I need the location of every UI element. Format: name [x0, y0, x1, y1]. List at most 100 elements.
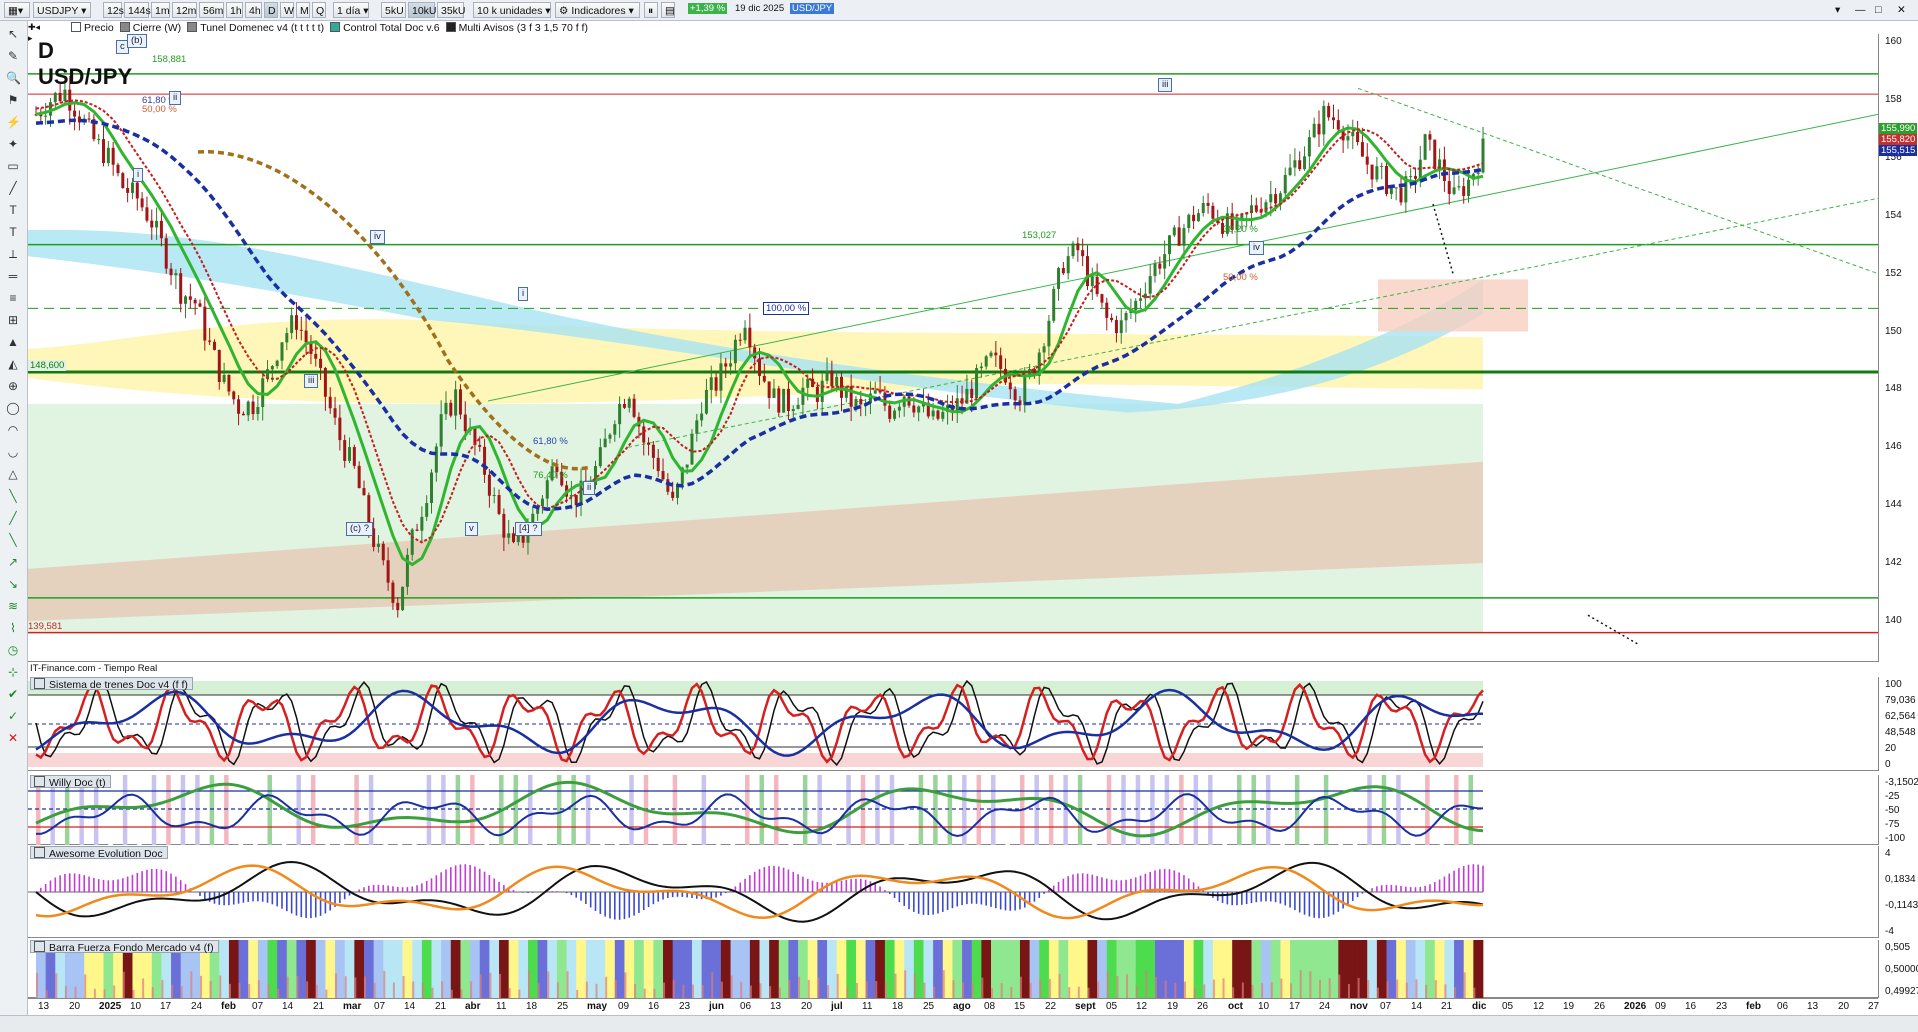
- strength-pane[interactable]: [28, 940, 1878, 998]
- check-icon[interactable]: ✔: [7, 687, 19, 701]
- text-alt-icon[interactable]: T: [9, 225, 17, 239]
- arrow-up-icon[interactable]: ↗: [7, 555, 19, 569]
- chart-check-label: Multi Avisos (3 f 3 1,5 70 f f): [458, 22, 588, 34]
- price-axis[interactable]: 160 158 156 154 152 150 148 146 144 142 140 155,990…: [1878, 34, 1918, 662]
- pause-icon[interactable]: ⏸: [644, 2, 658, 18]
- hline-icon[interactable]: ═: [8, 269, 18, 283]
- candle-body: [1090, 276, 1094, 287]
- flag-icon[interactable]: ⚑: [7, 93, 19, 107]
- zoom-icon[interactable]: 🔍: [6, 71, 21, 85]
- ray-icon[interactable]: ╱: [9, 511, 17, 525]
- strength-bar: [749, 940, 760, 998]
- price-chart-canvas[interactable]: [28, 34, 1879, 662]
- checkbox-icon[interactable]: [71, 22, 81, 32]
- trendline-icon[interactable]: ╲: [9, 489, 17, 503]
- pane-close-icon[interactable]: [34, 678, 45, 689]
- menu-icon[interactable]: ▾: [1835, 4, 1841, 16]
- clock-icon[interactable]: ◷: [7, 643, 19, 657]
- strength-bar: [1058, 940, 1069, 998]
- timeframe-button-Q[interactable]: Q: [312, 2, 326, 18]
- units-select[interactable]: 10 k unidades ▾: [473, 2, 551, 18]
- timeframe-button-W[interactable]: W: [280, 2, 294, 18]
- timeframe-button-M[interactable]: M: [296, 2, 310, 18]
- text-icon[interactable]: T: [9, 203, 17, 217]
- candle-body: [955, 398, 959, 413]
- lot-button-35kU[interactable]: 35kU: [437, 2, 466, 18]
- trains-pane[interactable]: [28, 677, 1878, 771]
- timeframe-button-56m[interactable]: 56m: [199, 2, 224, 18]
- check2-icon[interactable]: ✓: [7, 709, 19, 723]
- pane-title-strength[interactable]: Barra Fuerza Fondo Mercado v4 (f): [30, 940, 219, 954]
- candle-body: [512, 533, 516, 543]
- triangle2-icon[interactable]: △: [8, 467, 18, 481]
- oversold-zone: [28, 753, 1483, 767]
- symbol-select[interactable]: USDJPY ▾: [33, 2, 91, 18]
- timeframe-button-144s[interactable]: 144s: [124, 2, 151, 18]
- willy-bar: [585, 775, 591, 845]
- triangle-icon[interactable]: ▲: [7, 335, 19, 349]
- cross-icon[interactable]: ⊕: [7, 379, 19, 393]
- candle-body: [357, 465, 361, 489]
- strength-histogram: [855, 982, 858, 998]
- target-icon[interactable]: ⊹: [7, 665, 19, 679]
- timeframe-button-12m[interactable]: 12m: [172, 2, 197, 18]
- pane-title-trains[interactable]: Sistema de trenes Doc v4 (f f): [30, 677, 193, 691]
- fork-icon[interactable]: ⟂: [8, 247, 17, 261]
- pane-close-icon[interactable]: [34, 776, 45, 787]
- timeframe-button-1m[interactable]: 1m: [151, 2, 170, 18]
- pencil-icon[interactable]: ✎: [7, 49, 19, 63]
- circle-icon[interactable]: ◯: [6, 401, 20, 415]
- grid-icon[interactable]: ▦▾: [4, 2, 30, 18]
- channel-icon[interactable]: ≡: [9, 291, 17, 305]
- willy-pane[interactable]: [28, 775, 1878, 845]
- minimize-icon[interactable]: —: [1855, 4, 1866, 16]
- lot-button-5kU[interactable]: 5kU: [381, 2, 406, 18]
- indicators-button[interactable]: ⚙ Indicadores ▾: [555, 2, 640, 18]
- chart-controls-icon[interactable]: ✚◂ ▸: [28, 22, 41, 43]
- pane-close-icon[interactable]: [34, 847, 45, 858]
- pane-title-willy[interactable]: Willy Doc (t): [30, 775, 111, 789]
- candle-body: [1457, 186, 1461, 188]
- line-icon[interactable]: ╱: [9, 181, 17, 195]
- pane-title-awesome[interactable]: Awesome Evolution Doc: [30, 846, 168, 860]
- alert-icon[interactable]: ⚡: [6, 115, 21, 129]
- rect-icon[interactable]: ▭: [7, 159, 19, 173]
- chart-check-3[interactable]: Control Total Doc v.6: [330, 22, 440, 34]
- fib-icon[interactable]: ⌇: [10, 621, 16, 635]
- awesome-pane[interactable]: [28, 846, 1878, 938]
- strength-bar: [1116, 940, 1127, 998]
- chart-check-1[interactable]: Cierre (W): [119, 22, 181, 34]
- doc-icon[interactable]: ▤: [661, 2, 675, 18]
- close-icon[interactable]: ✕: [1897, 4, 1906, 16]
- wave-icon[interactable]: ≋: [7, 599, 19, 613]
- arrow-down-icon[interactable]: ↘: [7, 577, 19, 591]
- chart-check-2[interactable]: Tunel Domenec v4 (t t t t t): [187, 22, 324, 34]
- lot-button-10kU[interactable]: 10kU: [408, 2, 437, 18]
- delete-icon[interactable]: ✕: [7, 731, 19, 745]
- chart-check-4[interactable]: Multi Avisos (3 f 3 1,5 70 f f): [445, 22, 588, 34]
- willy-bar: [108, 775, 113, 845]
- period-select[interactable]: 1 día ▾: [333, 2, 369, 18]
- timeframe-button-D[interactable]: D: [264, 2, 278, 18]
- checkbox-icon[interactable]: [187, 22, 198, 32]
- cursor-icon[interactable]: ↖: [7, 27, 19, 41]
- chart-check-0[interactable]: Precio: [71, 22, 114, 34]
- arc2-icon[interactable]: ◡: [7, 445, 19, 459]
- ray2-icon[interactable]: ╲: [9, 533, 17, 547]
- timeframe-button-1h[interactable]: 1h: [226, 2, 243, 18]
- wedge-icon[interactable]: ◭: [8, 357, 18, 371]
- candle-body: [931, 410, 935, 417]
- star-icon[interactable]: ✦: [7, 137, 19, 151]
- maximize-icon[interactable]: □: [1875, 4, 1882, 16]
- checkbox-icon[interactable]: [119, 22, 130, 32]
- grid-tool-icon[interactable]: ⊞: [7, 313, 19, 327]
- arc-icon[interactable]: ◠: [7, 423, 19, 437]
- pane-close-icon[interactable]: [34, 941, 45, 952]
- willy-bar: [1309, 775, 1314, 845]
- timeframe-button-12s[interactable]: 12s: [103, 2, 124, 18]
- checkbox-icon[interactable]: [330, 22, 341, 32]
- time-axis[interactable]: 13 20 2025 10 17 24 feb 07 14 21 mar 07 14 21 abr 11 18 2…: [28, 998, 1879, 1016]
- price-chart-pane[interactable]: D USD/JPY IT-Finance.com - Tiempo Real 1…: [28, 34, 1879, 674]
- checkbox-icon[interactable]: [445, 22, 456, 32]
- timeframe-button-4h[interactable]: 4h: [245, 2, 262, 18]
